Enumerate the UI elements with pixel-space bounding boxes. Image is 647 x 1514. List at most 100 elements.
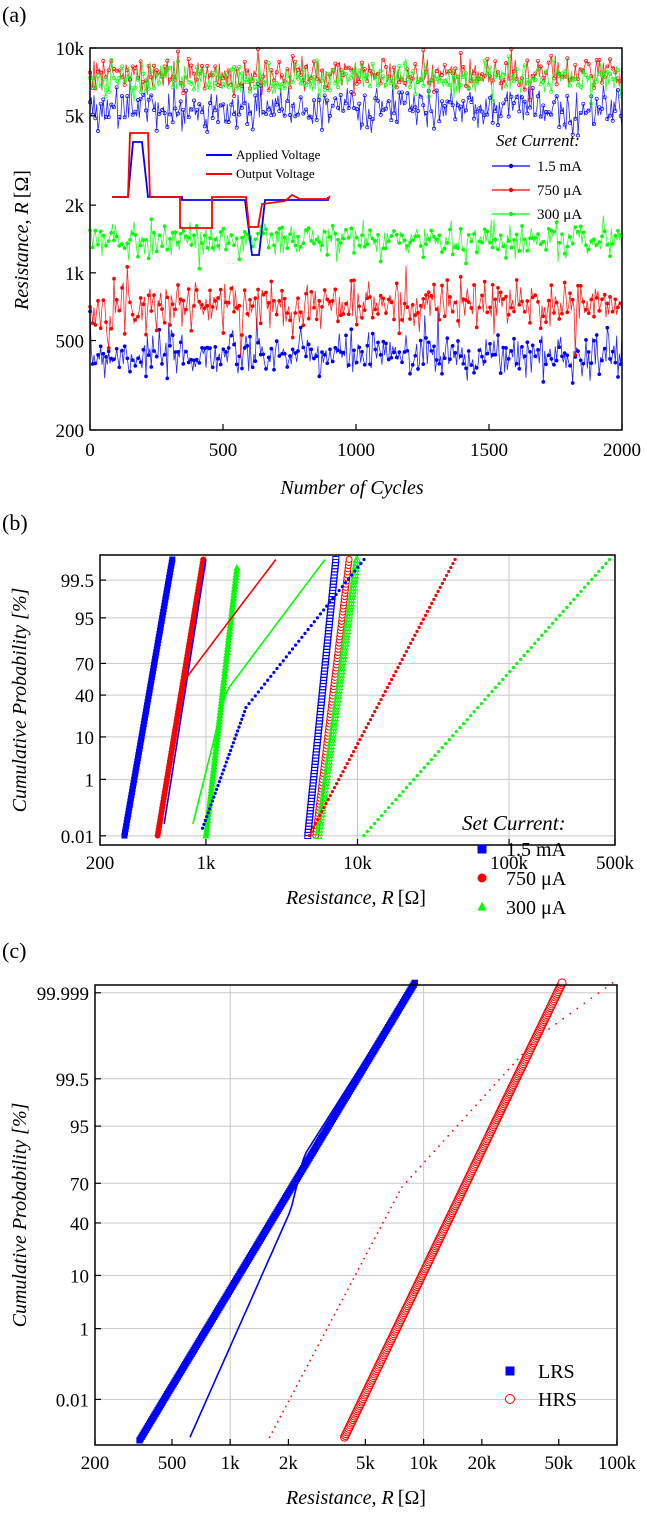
c-hrs-dot <box>475 1104 477 1107</box>
a-point <box>538 82 543 87</box>
a-point <box>448 227 452 232</box>
c-hrs-dot <box>355 1273 357 1275</box>
a-point <box>152 63 156 68</box>
a-point <box>128 238 132 242</box>
a-point <box>440 73 444 77</box>
a-point <box>258 77 263 82</box>
a-point <box>104 94 108 99</box>
a-point <box>586 247 591 252</box>
a-point <box>312 305 316 310</box>
a-point <box>186 57 191 61</box>
a-point <box>317 240 322 244</box>
a-point <box>501 244 506 249</box>
c-hrs-dot <box>338 1303 341 1306</box>
b-750ua-dot <box>349 754 354 758</box>
a-point <box>130 358 135 362</box>
a-point <box>538 64 543 69</box>
a-point <box>482 359 487 364</box>
a-point <box>336 85 340 90</box>
a-point <box>117 76 122 80</box>
a-point <box>328 235 332 239</box>
a-point <box>194 107 199 112</box>
a-point <box>554 82 559 87</box>
a-point <box>344 227 348 232</box>
b-300ua-dot <box>372 821 377 826</box>
a-point <box>554 94 559 99</box>
b-300ua-dot <box>404 785 409 790</box>
a-point <box>117 115 122 120</box>
a-point <box>405 77 410 82</box>
a-point <box>133 85 138 90</box>
b-1p5ma-dot <box>312 620 316 624</box>
c-hrs-dot <box>349 1283 352 1286</box>
a-point <box>512 79 516 84</box>
a-point <box>522 63 527 68</box>
a-point <box>240 71 244 76</box>
b-300ua-dot <box>607 557 612 562</box>
c-hrs-dot <box>344 1293 347 1296</box>
b-1p5ma-lrs-point <box>126 804 133 811</box>
a-point <box>290 80 295 85</box>
b-300ua-dot <box>436 750 441 754</box>
a-point <box>250 76 255 81</box>
a-point <box>584 307 588 312</box>
a-point <box>384 341 388 346</box>
a-point <box>330 299 335 303</box>
b-1p5ma-lrs-point <box>122 826 129 833</box>
b-1p5ma-dot <box>253 694 257 698</box>
a-point <box>248 111 252 116</box>
a-series-line-HRS-5 <box>89 56 623 104</box>
a-x-tick-label: 2000 <box>603 440 641 461</box>
c-hrs-dot <box>438 1145 440 1148</box>
b-750ua-hrs-point <box>345 555 353 563</box>
c-hrs-dot <box>405 1181 408 1183</box>
a-point <box>224 119 228 124</box>
a-point <box>341 71 346 76</box>
b-1p5ma-dot <box>231 741 236 745</box>
a-point <box>226 84 231 89</box>
c-hrs-dot <box>301 1374 303 1377</box>
a-point <box>557 125 562 129</box>
a-point <box>136 77 140 82</box>
a-point <box>370 61 375 66</box>
a-point <box>109 57 114 62</box>
a-point <box>608 357 612 361</box>
a-point <box>274 70 279 75</box>
a-point <box>573 116 578 121</box>
a-x-tick-label: 1000 <box>337 440 375 461</box>
a-legend-marker <box>508 187 514 193</box>
a-point <box>232 65 236 69</box>
a-point <box>208 346 212 350</box>
a-point <box>256 287 260 292</box>
b-750ua-dot <box>313 821 318 826</box>
a-point <box>464 71 468 76</box>
a-point <box>485 112 490 117</box>
panel-b-x-label-unit: [Ω] <box>398 887 426 909</box>
a-point <box>208 288 212 293</box>
b-1p5ma-dot <box>250 698 254 702</box>
b-300ua-dot <box>572 597 576 601</box>
a-point <box>602 95 607 100</box>
a-point <box>432 234 436 239</box>
b-1p5ma-dot <box>205 814 209 819</box>
a-point <box>314 117 319 122</box>
b-750ua-dot <box>341 770 345 774</box>
a-point <box>181 362 186 366</box>
a-point <box>114 78 119 83</box>
a-point <box>160 75 164 80</box>
a-point <box>490 245 495 250</box>
b-300ua-dot <box>554 617 558 621</box>
b-750ua-dot <box>360 734 364 738</box>
a-point <box>200 68 204 73</box>
a-point <box>538 339 543 344</box>
a-point <box>93 116 98 121</box>
a-point <box>602 292 607 297</box>
a-point <box>442 104 447 108</box>
a-point <box>370 117 375 122</box>
a-point <box>533 354 538 359</box>
a-point <box>469 239 474 244</box>
a-point <box>101 97 106 102</box>
a-point <box>509 349 514 353</box>
c-hrs-dot <box>414 1170 417 1173</box>
c-hrs-dot <box>390 1206 392 1209</box>
